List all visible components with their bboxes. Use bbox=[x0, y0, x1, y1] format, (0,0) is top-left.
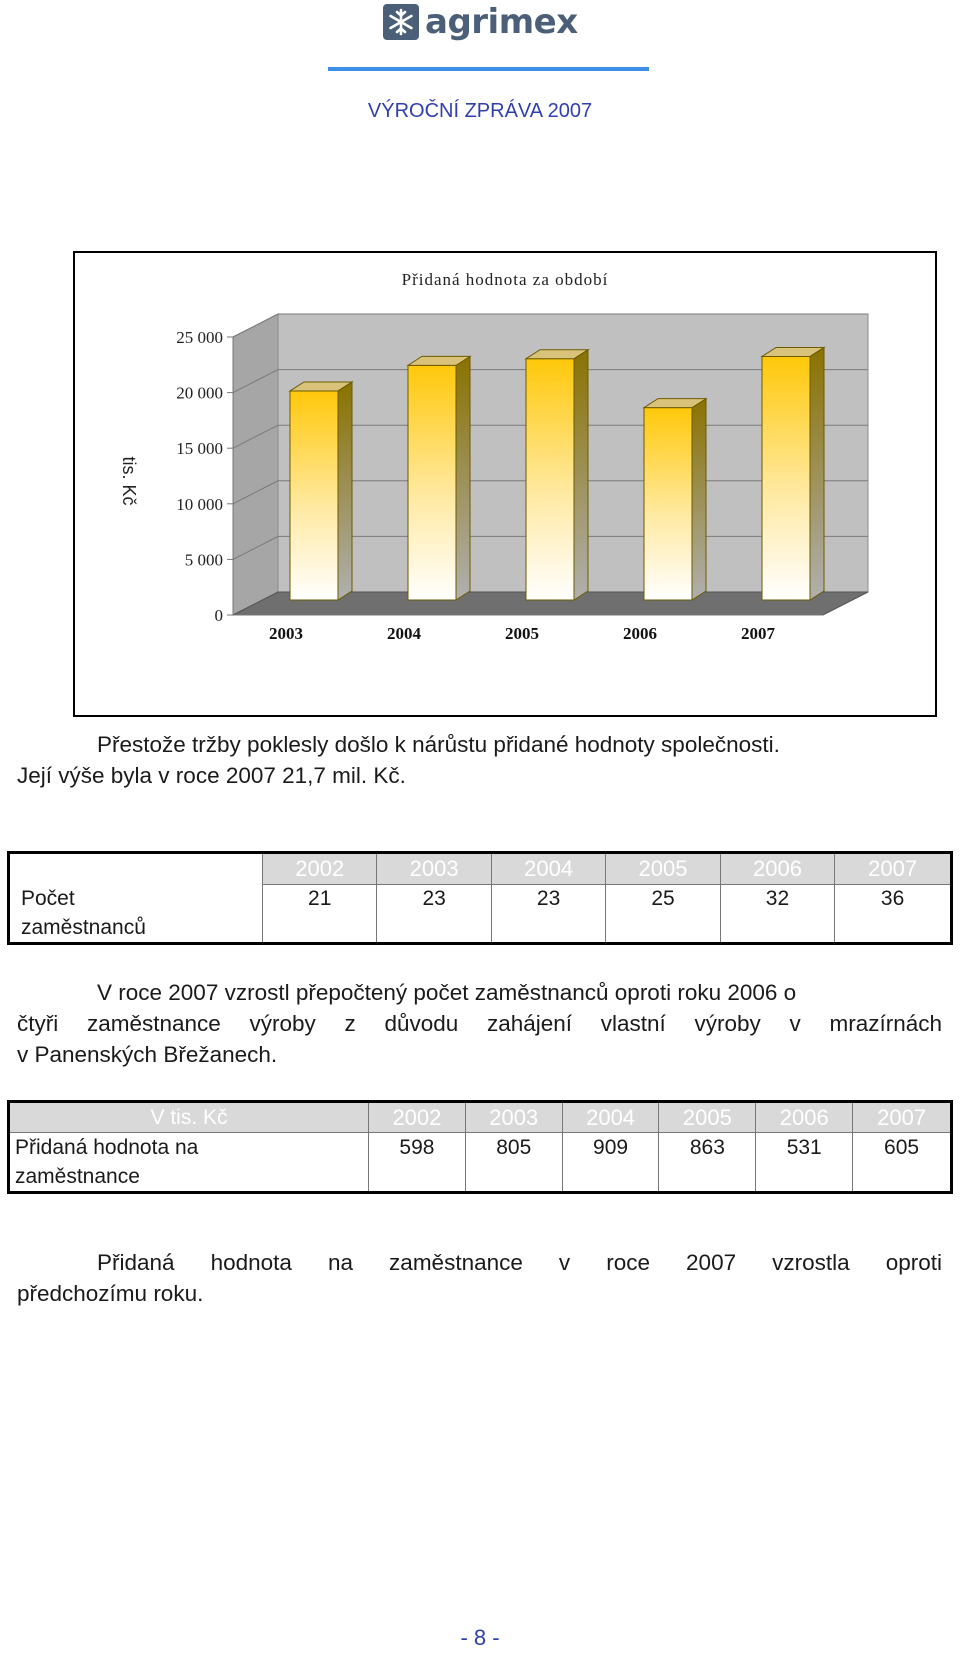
year-header: 2006 bbox=[755, 1101, 854, 1133]
table-cell: 23 bbox=[490, 884, 607, 944]
y-tick-label: 5 000 bbox=[185, 550, 223, 569]
y-tick-label: 20 000 bbox=[176, 384, 223, 403]
bar-top bbox=[760, 346, 826, 357]
x-tick-label: 2006 bbox=[623, 624, 657, 643]
chart-canvas: 0 5 000 10 000 15 000 20 000 25 000 2003 2004 20… bbox=[119, 270, 869, 643]
unit-header: V tis. Kč bbox=[8, 1101, 369, 1133]
year-header: 2002 bbox=[261, 852, 378, 885]
table-cell: 25 bbox=[605, 884, 721, 944]
year-header: 2003 bbox=[376, 852, 492, 885]
year-header: 2005 bbox=[658, 1101, 757, 1133]
year-header: 2003 bbox=[464, 1101, 563, 1133]
value-added-row-label: Přidaná hodnota na zaměstnance bbox=[8, 1132, 369, 1193]
value-added-label-line2: zaměstnance bbox=[15, 1165, 140, 1188]
bar-side bbox=[455, 355, 471, 601]
table-cell: 21 bbox=[261, 884, 378, 944]
chart-side-wall bbox=[232, 313, 279, 616]
y-tick-label: 10 000 bbox=[176, 495, 223, 514]
year-header: 2004 bbox=[561, 1101, 660, 1133]
text-line: Její výše byla v roce 2007 21,7 mil. Kč. bbox=[17, 763, 406, 788]
bar-side bbox=[691, 397, 707, 601]
year-header: 2006 bbox=[719, 852, 836, 885]
x-tick-label: 2004 bbox=[387, 624, 422, 643]
header-divider bbox=[328, 67, 649, 71]
year-header: 2005 bbox=[605, 852, 721, 885]
bar-front bbox=[289, 390, 339, 601]
text-line: V roce 2007 vzrostl přepočtený počet zam… bbox=[97, 980, 797, 1005]
text-line: čtyři zaměstnance výroby z důvodu zaháje… bbox=[17, 1011, 942, 1036]
employees-row-label: Počet zaměstnanců bbox=[8, 852, 263, 944]
paragraph-employees: V roce 2007 vzrostl přepočtený počet zam… bbox=[17, 977, 942, 1070]
value-added-label-line1: Přidaná hodnota na bbox=[15, 1136, 199, 1159]
y-tick-label: 15 000 bbox=[176, 439, 223, 458]
year-header: 2007 bbox=[834, 852, 952, 885]
x-tick-label: 2003 bbox=[269, 624, 303, 643]
chart-gridline bbox=[232, 369, 868, 394]
text-line: předchozímu roku. bbox=[17, 1281, 204, 1306]
chart-gridline bbox=[232, 313, 868, 338]
value-added-per-employee-table: V tis. Kč 2002 2003 2004 2005 2006 2007 … bbox=[7, 1100, 953, 1194]
bar-top bbox=[406, 355, 472, 366]
year-header: 2004 bbox=[490, 852, 607, 885]
bar-front bbox=[525, 358, 575, 601]
bar-side bbox=[809, 346, 825, 601]
bar-top bbox=[642, 398, 708, 409]
table-cell: 531 bbox=[755, 1132, 854, 1193]
text-line: Přidaná hodnota na zaměstnance v roce 20… bbox=[97, 1250, 942, 1275]
page-number: - 8 - bbox=[460, 1625, 500, 1650]
text-line: Přestože tržby poklesly došlo k nárůstu … bbox=[97, 732, 780, 757]
year-header: 2007 bbox=[852, 1101, 952, 1133]
table-cell: 23 bbox=[376, 884, 492, 944]
table-cell: 863 bbox=[658, 1132, 757, 1193]
bar-front bbox=[643, 407, 693, 601]
y-tick-label: 25 000 bbox=[176, 328, 223, 347]
bar-side bbox=[337, 381, 353, 601]
snowflake-icon bbox=[383, 4, 419, 40]
x-tick-label: 2005 bbox=[505, 624, 539, 643]
year-header: 2002 bbox=[368, 1101, 466, 1133]
paragraph-value-added-per-employee: Přidaná hodnota na zaměstnance v roce 20… bbox=[17, 1247, 942, 1309]
employees-label-line2: zaměstnanců bbox=[21, 916, 146, 939]
bar-front bbox=[407, 364, 457, 601]
y-tick-label: 0 bbox=[215, 606, 224, 625]
table-cell: 36 bbox=[834, 884, 952, 944]
value-added-chart: 0 5 000 10 000 15 000 20 000 25 000 2003 2004 20… bbox=[73, 251, 937, 717]
x-tick-label: 2007 bbox=[741, 624, 776, 643]
bar-top bbox=[524, 349, 590, 360]
table-cell: 598 bbox=[368, 1132, 466, 1193]
employees-label-line1: Počet bbox=[21, 887, 75, 910]
employees-table: Počet zaměstnanců 2002 2003 2004 2005 20… bbox=[7, 851, 953, 945]
chart-title: Přidaná hodnota za období bbox=[402, 270, 609, 289]
logo-text: agrimex bbox=[425, 2, 578, 42]
table-cell: 909 bbox=[561, 1132, 660, 1193]
y-axis-label: tis. Kč bbox=[119, 456, 139, 505]
bar-side bbox=[573, 348, 589, 601]
table-cell: 805 bbox=[464, 1132, 563, 1193]
bar-top bbox=[288, 381, 354, 392]
text-line: v Panenských Břežanech. bbox=[17, 1042, 278, 1067]
paragraph-value-added: Přestože tržby poklesly došlo k nárůstu … bbox=[17, 729, 942, 791]
table-cell: 32 bbox=[719, 884, 836, 944]
company-logo: agrimex bbox=[383, 0, 578, 44]
table-cell: 605 bbox=[852, 1132, 952, 1193]
report-title: VÝROČNÍ ZPRÁVA 2007 bbox=[367, 100, 593, 122]
bar-front bbox=[761, 355, 811, 601]
